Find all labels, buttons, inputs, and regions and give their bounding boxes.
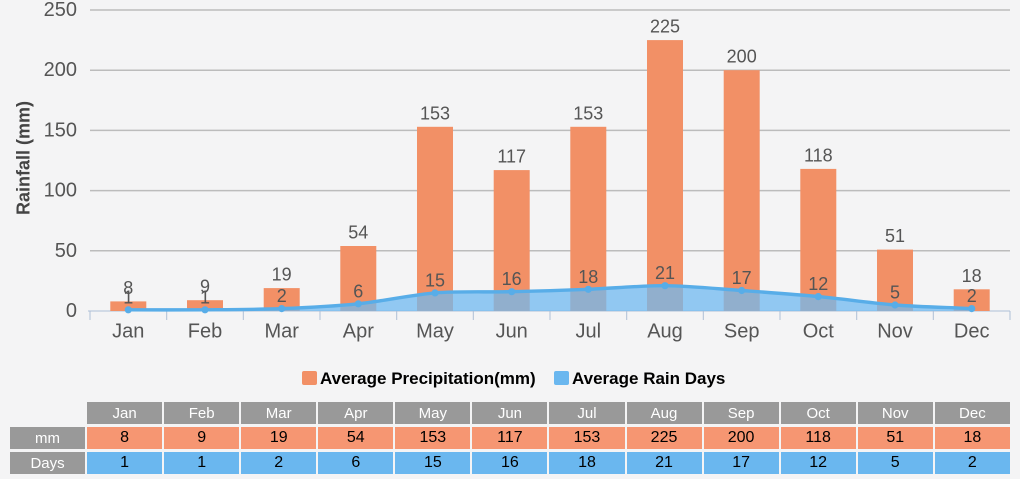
svg-text:Dec: Dec xyxy=(954,321,990,343)
svg-text:2: 2 xyxy=(277,286,287,306)
svg-text:May: May xyxy=(416,321,454,343)
svg-text:200: 200 xyxy=(44,59,77,81)
svg-text:21: 21 xyxy=(655,263,675,283)
svg-text:2: 2 xyxy=(967,286,977,306)
svg-text:Jul: Jul xyxy=(576,321,602,343)
svg-text:16: 16 xyxy=(502,269,522,289)
svg-text:Sep: Sep xyxy=(724,321,760,343)
svg-text:Nov: Nov xyxy=(877,321,913,343)
svg-text:18: 18 xyxy=(578,267,598,287)
svg-text:17: 17 xyxy=(732,268,752,288)
svg-text:Jan: Jan xyxy=(112,321,144,343)
svg-text:54: 54 xyxy=(348,223,368,243)
svg-text:100: 100 xyxy=(44,180,77,202)
svg-text:51: 51 xyxy=(885,226,905,246)
svg-text:19: 19 xyxy=(272,265,292,285)
svg-text:250: 250 xyxy=(44,0,77,21)
svg-text:Aug: Aug xyxy=(647,321,683,343)
svg-text:8: 8 xyxy=(123,278,133,298)
svg-text:118: 118 xyxy=(804,145,833,165)
svg-text:153: 153 xyxy=(573,103,603,123)
svg-text:225: 225 xyxy=(650,17,680,37)
svg-text:Rainfall (mm): Rainfall (mm) xyxy=(14,101,34,215)
svg-text:150: 150 xyxy=(44,119,77,141)
svg-text:Oct: Oct xyxy=(803,321,835,343)
svg-text:1: 1 xyxy=(200,287,210,307)
svg-text:Jun: Jun xyxy=(496,321,528,343)
svg-text:153: 153 xyxy=(420,103,450,123)
svg-text:50: 50 xyxy=(55,240,77,262)
svg-text:5: 5 xyxy=(890,283,900,303)
svg-text:Feb: Feb xyxy=(188,321,222,343)
svg-text:12: 12 xyxy=(808,274,828,294)
svg-text:18: 18 xyxy=(962,266,982,286)
svg-text:15: 15 xyxy=(425,270,445,290)
svg-text:117: 117 xyxy=(497,147,526,167)
svg-text:Apr: Apr xyxy=(343,321,374,343)
svg-text:6: 6 xyxy=(353,281,363,301)
svg-text:1: 1 xyxy=(123,287,133,307)
svg-text:Mar: Mar xyxy=(264,321,299,343)
svg-text:0: 0 xyxy=(66,300,77,322)
svg-text:9: 9 xyxy=(200,277,210,297)
svg-text:200: 200 xyxy=(727,47,757,67)
